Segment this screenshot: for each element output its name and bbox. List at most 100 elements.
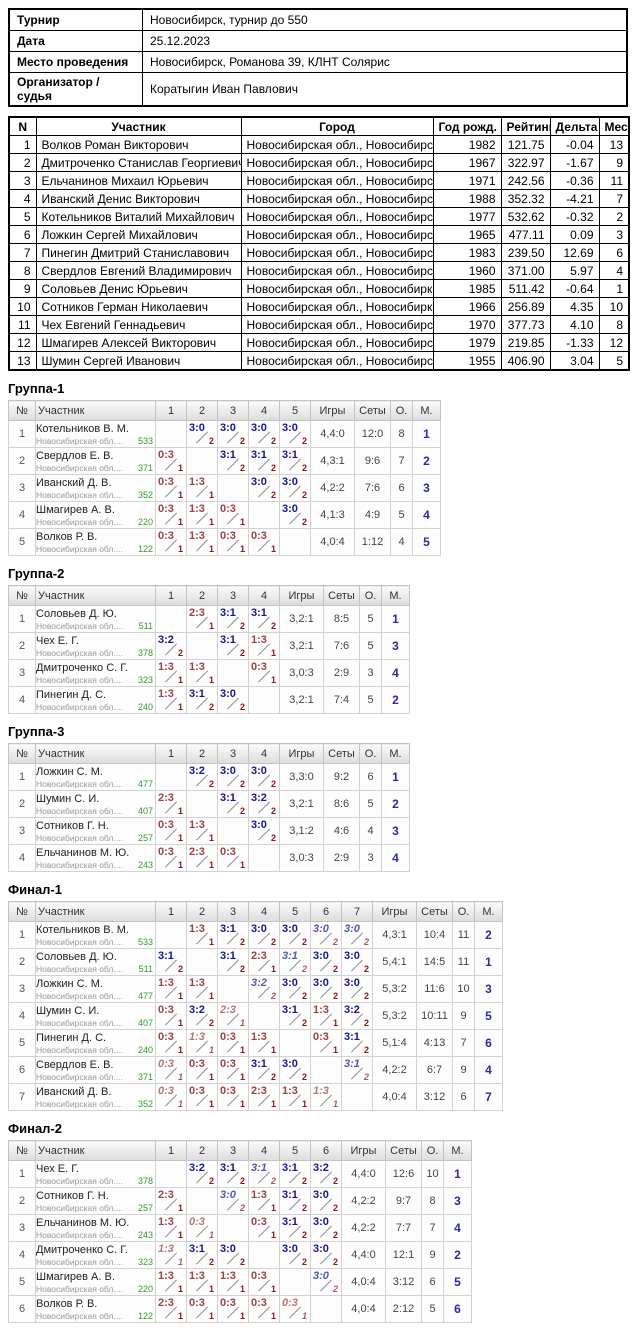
player-region: Новосибирская обл....	[36, 701, 123, 712]
participant-row: 4 Иванский Денис Викторович Новосибирская …	[8, 189, 630, 208]
player-rating: 378	[137, 1175, 153, 1186]
player-name: Соловьев Д. Ю.	[36, 950, 117, 963]
info-row: Турнир Новосибирск, турнир до 550	[8, 8, 628, 31]
self-cell	[217, 817, 249, 845]
points-cell: 5	[390, 501, 413, 529]
score-value: 1:3	[313, 1085, 329, 1097]
score-points: 1	[208, 675, 214, 685]
birth-year: 1960	[432, 261, 502, 280]
column-header: Игры	[310, 400, 355, 421]
score-points: 1	[208, 1230, 214, 1240]
games-cell: 3,2:1	[279, 605, 324, 633]
player-region: Новосибирская обл....	[36, 1229, 123, 1240]
score-cell: 3:0 2	[279, 474, 311, 502]
score-cell: 3:1 2	[217, 632, 249, 660]
row-number: 6	[8, 1056, 36, 1084]
score-value: 3:0	[313, 950, 329, 962]
player-cell: Котельников В. М. Новосибирская обл.... 53…	[35, 921, 156, 949]
participant-city: Новосибирская обл., Новосибирк	[240, 297, 434, 316]
rating: 406.90	[500, 351, 551, 371]
row-number: 3	[8, 659, 36, 687]
score-value: 3:0	[282, 476, 298, 488]
player-cell: Свердлов Е. В. Новосибирская обл.... 371	[35, 1056, 156, 1084]
player-name: Шмагирев А. В.	[36, 1270, 115, 1283]
score-cell: 3:1 2	[248, 605, 280, 633]
games-cell: 3,1:2	[279, 817, 324, 845]
column-header: Игры	[279, 585, 324, 606]
player-subline: Новосибирская обл.... 323	[37, 675, 155, 685]
column-header: 3	[217, 743, 249, 764]
player-region: Новосибирская обл....	[36, 543, 123, 554]
player-cell: Соловьев Д. Ю. Новосибирская обл.... 511	[35, 605, 156, 633]
games-cell: 4,0:4	[341, 1268, 386, 1296]
score-value: 3:2	[189, 765, 205, 777]
sets-cell: 9:6	[354, 447, 391, 475]
score-points: 2	[301, 937, 307, 947]
score-value: 3:0	[282, 422, 298, 434]
score-points: 2	[239, 937, 245, 947]
participant-row: 9 Соловьев Денис Юрьевич Новосибирская обл…	[8, 279, 630, 298]
birth-year: 1970	[432, 315, 502, 334]
score-value: 1:3	[189, 977, 205, 989]
player-rating: 243	[137, 859, 153, 870]
column-header: Участник	[35, 743, 156, 764]
column-header: Рейтинг	[500, 116, 551, 136]
participant-city: Новосибирская обл., Новосибирск	[240, 207, 434, 226]
player-cell: Чех Е. Г. Новосибирская обл.... 378	[35, 1160, 156, 1188]
points-cell: 10	[421, 1160, 444, 1188]
player-subline: Новосибирская обл.... 407	[37, 1018, 155, 1028]
player-subline: Новосибирская обл.... 533	[37, 436, 155, 446]
final-place: 2	[598, 207, 630, 226]
player-name: Ложкин С. М.	[36, 977, 103, 990]
player-name: Дмитроченко С. Г.	[36, 661, 128, 674]
score-cell: 3:0 2	[279, 921, 311, 949]
player-cell: Ложкин С. М. Новосибирская обл.... 477	[35, 975, 156, 1003]
column-header: М.	[381, 743, 410, 764]
final-place: 5	[598, 351, 630, 371]
sets-cell: 12:1	[385, 1241, 422, 1269]
result-row: 2 Шумин С. И. Новосибирская обл.... 407 2:3 1…	[8, 790, 410, 818]
column-header: 2	[186, 400, 218, 421]
games-cell: 4,1:3	[310, 501, 355, 529]
score-points: 2	[239, 1176, 245, 1186]
result-section: Финал-1 № Участник 1 2 3 4 5 6 7 Игры Сеты О. М. 1 Коте…	[8, 882, 628, 1111]
player-region: Новосибирская обл....	[36, 462, 123, 473]
self-cell	[155, 921, 187, 949]
player-region: Новосибирская обл....	[36, 963, 123, 974]
tournament-info-table: Турнир Новосибирск, турнир до 550 Дата 25.1…	[8, 8, 628, 107]
self-cell	[248, 844, 280, 872]
player-rating: 511	[138, 963, 153, 974]
participant-row: 13 Шумин Сергей Иванович Новосибирская обл…	[8, 351, 630, 371]
score-cell: 3:0 2	[310, 1214, 342, 1242]
sets-cell: 2:12	[385, 1295, 422, 1323]
self-cell	[155, 1160, 187, 1188]
participant-name: Котельников Виталий Михайлович	[35, 207, 242, 226]
score-cell: 1:3 1	[155, 975, 187, 1003]
score-points: 1	[177, 675, 183, 685]
score-value: 3:0	[313, 1270, 329, 1282]
participant-number: 13	[8, 351, 37, 371]
rating: 322.97	[500, 153, 551, 172]
group-title: Группа-2	[8, 566, 65, 581]
result-row: 6 Свердлов Е. В. Новосибирская обл.... 371 0…	[8, 1056, 503, 1084]
column-header: 4	[248, 400, 280, 421]
self-cell	[248, 501, 280, 529]
score-cell: 3:0 2	[279, 1056, 311, 1084]
player-subline: Новосибирская обл.... 243	[36, 1229, 155, 1240]
player-rating: 240	[137, 1044, 153, 1055]
birth-year: 1967	[432, 153, 502, 172]
row-number: 1	[8, 921, 36, 949]
score-value: 1:3	[158, 1243, 174, 1255]
column-header: М.	[412, 400, 441, 421]
score-value: 0:3	[158, 819, 174, 831]
player-region: Новосибирская обл....	[36, 832, 123, 843]
info-value: 25.12.2023	[142, 30, 628, 52]
participant-name: Дмитроченко Станислав Георгиевич	[35, 153, 242, 172]
column-header: №	[8, 585, 36, 606]
info-label: Место проведения	[8, 51, 143, 73]
score-value: 3:1	[189, 688, 205, 700]
score-points: 2	[270, 490, 276, 500]
score-points: 2	[301, 1072, 307, 1082]
score-value: 3:2	[189, 1162, 205, 1174]
self-cell	[279, 1029, 311, 1057]
